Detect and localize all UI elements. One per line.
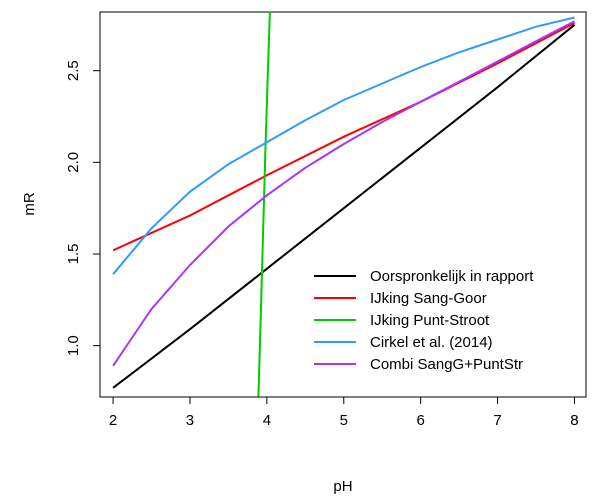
legend-label: Combi SangG+PuntStr [370,356,523,373]
y-tick-label: 2.0 [65,152,82,173]
x-tick-label: 2 [109,412,117,429]
y-axis-label: mR [21,192,38,215]
x-tick-label: 8 [570,412,578,429]
x-axis: 2 3 4 5 6 7 8 [109,396,579,429]
legend-label: IJking Sang-Goor [370,290,487,307]
y-tick-label: 1.5 [65,244,82,265]
y-axis: 1.0 1.5 2.0 2.5 [65,60,100,356]
series-line-5 [112,20,575,367]
series-line-2 [112,22,575,252]
series-line-4 [112,16,575,275]
x-tick-label: 5 [340,412,348,429]
y-tick-label: 2.5 [65,60,82,81]
legend-label: Cirkel et al. (2014) [370,334,493,351]
plot-frame [99,11,587,398]
legend: Oorspronkelijk in rapport IJking Sang-Goo… [314,268,534,373]
x-tick-label: 3 [186,412,194,429]
series-line-1 [112,24,576,389]
x-tick-label: 4 [263,412,271,429]
series-line-3 [257,12,271,397]
y-tick-label: 1.0 [65,335,82,356]
x-axis-label: pH [333,478,352,495]
series-layer [112,12,576,397]
legend-label: IJking Punt-Stroot [370,312,490,329]
x-tick-label: 6 [416,412,424,429]
legend-label: Oorspronkelijk in rapport [370,268,534,285]
x-tick-label: 7 [493,412,501,429]
